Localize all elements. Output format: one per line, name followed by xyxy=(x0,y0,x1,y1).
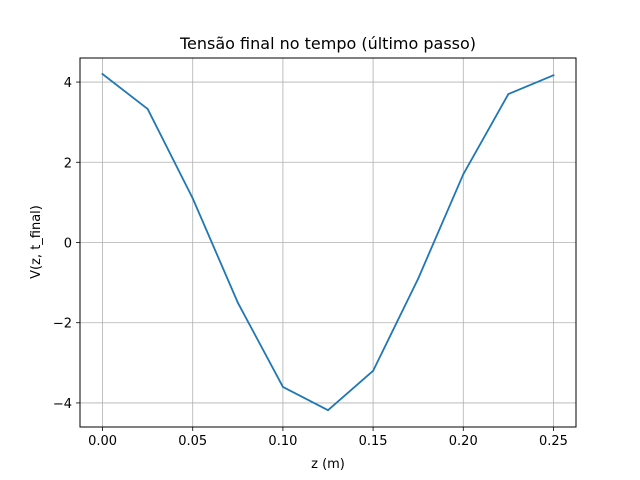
y-ticks: −4 −2 0 2 4 xyxy=(53,76,80,412)
x-tick-label: 0.10 xyxy=(268,434,297,449)
x-ticks: 0.00 0.05 0.10 0.15 0.20 0.25 xyxy=(88,427,568,449)
x-tick-label: 0.25 xyxy=(539,434,568,449)
x-tick-label: 0.15 xyxy=(359,434,388,449)
y-tick-label: 4 xyxy=(64,76,72,91)
data-point xyxy=(191,197,194,200)
y-axis-label: V(z, t_final) xyxy=(29,205,44,279)
y-tick-label: −4 xyxy=(53,397,72,412)
data-point xyxy=(327,409,329,412)
x-tick-label: 0.05 xyxy=(178,434,207,449)
x-tick-label: 0.00 xyxy=(88,434,117,449)
y-tick-label: 0 xyxy=(64,237,72,252)
x-tick-label: 0.20 xyxy=(449,434,478,449)
data-point xyxy=(372,369,374,372)
data-point xyxy=(417,277,420,280)
data-point xyxy=(101,73,104,75)
y-tick-label: 2 xyxy=(64,156,72,171)
series-layer xyxy=(101,72,555,412)
x-axis-label: z (m) xyxy=(311,457,345,472)
data-point xyxy=(507,93,510,95)
data-point xyxy=(552,74,555,77)
data-point xyxy=(146,108,149,110)
grid xyxy=(80,58,576,427)
data-point xyxy=(236,301,239,304)
data-point xyxy=(462,173,465,176)
data-point xyxy=(282,385,284,388)
chart-title: Tensão final no tempo (último passo) xyxy=(179,34,476,53)
y-tick-label: −2 xyxy=(53,317,72,332)
